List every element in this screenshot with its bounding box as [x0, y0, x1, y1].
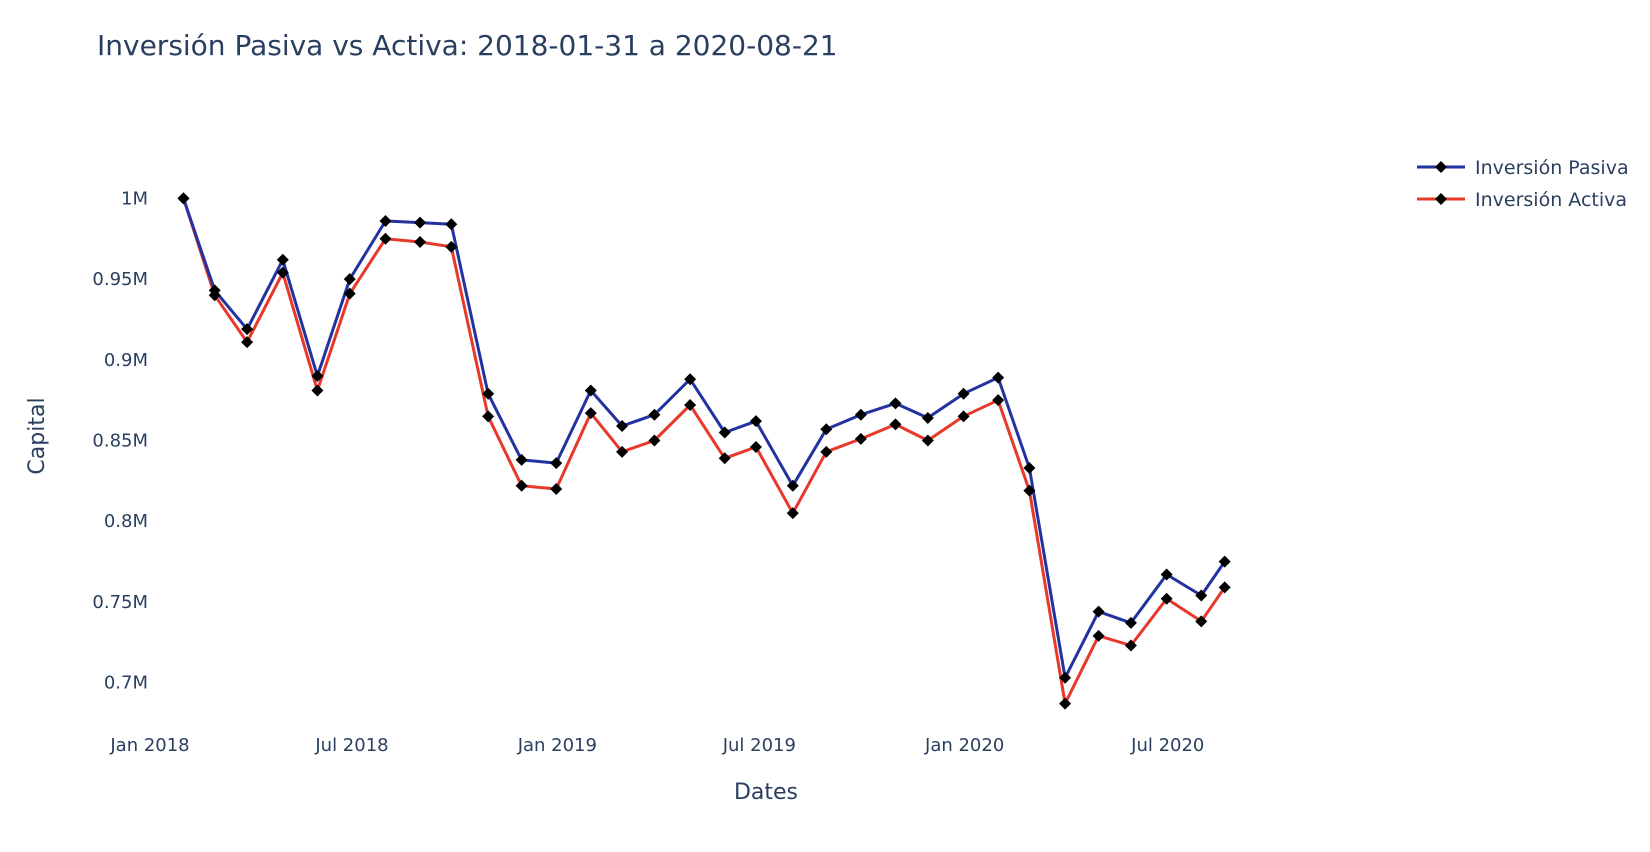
data-point [957, 410, 970, 423]
data-point [1023, 461, 1036, 474]
data-point [311, 369, 324, 382]
y-tick-label: 1M [121, 188, 148, 209]
legend-label: Inversión Pasiva [1475, 157, 1629, 179]
data-point [445, 218, 458, 231]
data-point [684, 373, 697, 386]
data-point [684, 399, 697, 412]
data-point [854, 432, 867, 445]
legend-item[interactable]: Inversión Pasiva [1417, 157, 1629, 179]
data-point [550, 482, 563, 495]
data-point [1160, 592, 1173, 605]
data-point [550, 457, 563, 470]
x-tick-label: Jan 2018 [109, 735, 189, 756]
data-point [1160, 568, 1173, 581]
data-point [1059, 671, 1072, 684]
data-point [584, 407, 597, 420]
x-axis-ticks: Jan 2018 Jul 2018 Jan 2019 Jul 2019 Jan 2020… [109, 735, 1204, 756]
data-point [482, 387, 495, 400]
data-point [482, 410, 495, 423]
data-point [957, 387, 970, 400]
data-point [992, 371, 1005, 384]
y-tick-label: 0.8M [104, 511, 148, 532]
legend-marker [1435, 193, 1447, 205]
data-point [1023, 484, 1036, 497]
y-tick-label: 0.75M [92, 592, 148, 613]
data-point [1092, 605, 1105, 618]
data-point [648, 434, 661, 447]
series-line [182, 197, 1226, 706]
data-point [854, 408, 867, 421]
x-tick-label: Jul 2020 [1130, 735, 1204, 756]
data-point [718, 452, 731, 465]
chart-title: Inversión Pasiva vs Activa: 2018-01-31 a… [97, 29, 838, 62]
data-point [276, 253, 289, 266]
data-point [1059, 697, 1072, 710]
series-pasiva [182, 197, 1226, 680]
data-point [992, 394, 1005, 407]
data-point [241, 336, 254, 349]
data-point [889, 397, 902, 410]
data-point [208, 289, 221, 302]
data-point [414, 216, 427, 229]
data-point [379, 215, 392, 228]
legend-label: Inversión Activa [1475, 189, 1627, 211]
data-point [445, 240, 458, 253]
data-point [820, 445, 833, 458]
x-tick-label: Jan 2019 [517, 735, 597, 756]
data-point [515, 479, 528, 492]
data-point [889, 418, 902, 431]
series-markers-pasiva [177, 192, 1231, 684]
y-axis-ticks: 0.7M 0.75M 0.8M 0.85M 0.9M 0.95M 1M [92, 188, 148, 693]
data-point [1195, 589, 1208, 602]
data-point [584, 384, 597, 397]
data-point [379, 232, 392, 245]
data-point [1195, 615, 1208, 628]
data-point [1218, 555, 1231, 568]
data-point [343, 273, 356, 286]
y-tick-label: 0.95M [92, 269, 148, 290]
data-point [921, 434, 934, 447]
data-point [786, 479, 799, 492]
y-tick-label: 0.7M [104, 673, 148, 694]
data-point [1124, 639, 1137, 652]
y-axis-title: Capital [25, 397, 50, 474]
data-point [718, 426, 731, 439]
data-point [311, 384, 324, 397]
x-tick-label: Jan 2020 [924, 735, 1004, 756]
data-point [820, 423, 833, 436]
data-point [921, 411, 934, 424]
data-point [749, 415, 762, 428]
data-point [1218, 581, 1231, 594]
data-point [616, 445, 629, 458]
x-tick-label: Jul 2019 [722, 735, 796, 756]
data-point [276, 266, 289, 279]
series-layer [177, 192, 1231, 710]
series-markers-activa [177, 192, 1231, 710]
series-line [182, 197, 1226, 680]
data-point [414, 236, 427, 249]
y-tick-label: 0.85M [92, 431, 148, 452]
y-tick-label: 0.9M [104, 350, 148, 371]
data-point [1124, 616, 1137, 629]
data-point [343, 287, 356, 300]
data-point [616, 420, 629, 433]
legend-item[interactable]: Inversión Activa [1417, 189, 1627, 211]
series-activa [182, 197, 1226, 706]
legend-marker [1435, 161, 1447, 173]
x-axis-title: Dates [734, 780, 798, 805]
x-tick-label: Jul 2018 [314, 735, 388, 756]
data-point [1092, 629, 1105, 642]
data-point [648, 408, 661, 421]
data-point [749, 440, 762, 453]
data-point [241, 323, 254, 336]
legend[interactable]: Inversión Pasiva Inversión Activa [1417, 157, 1629, 211]
data-point [177, 192, 190, 205]
data-point [515, 453, 528, 466]
data-point [786, 507, 799, 520]
